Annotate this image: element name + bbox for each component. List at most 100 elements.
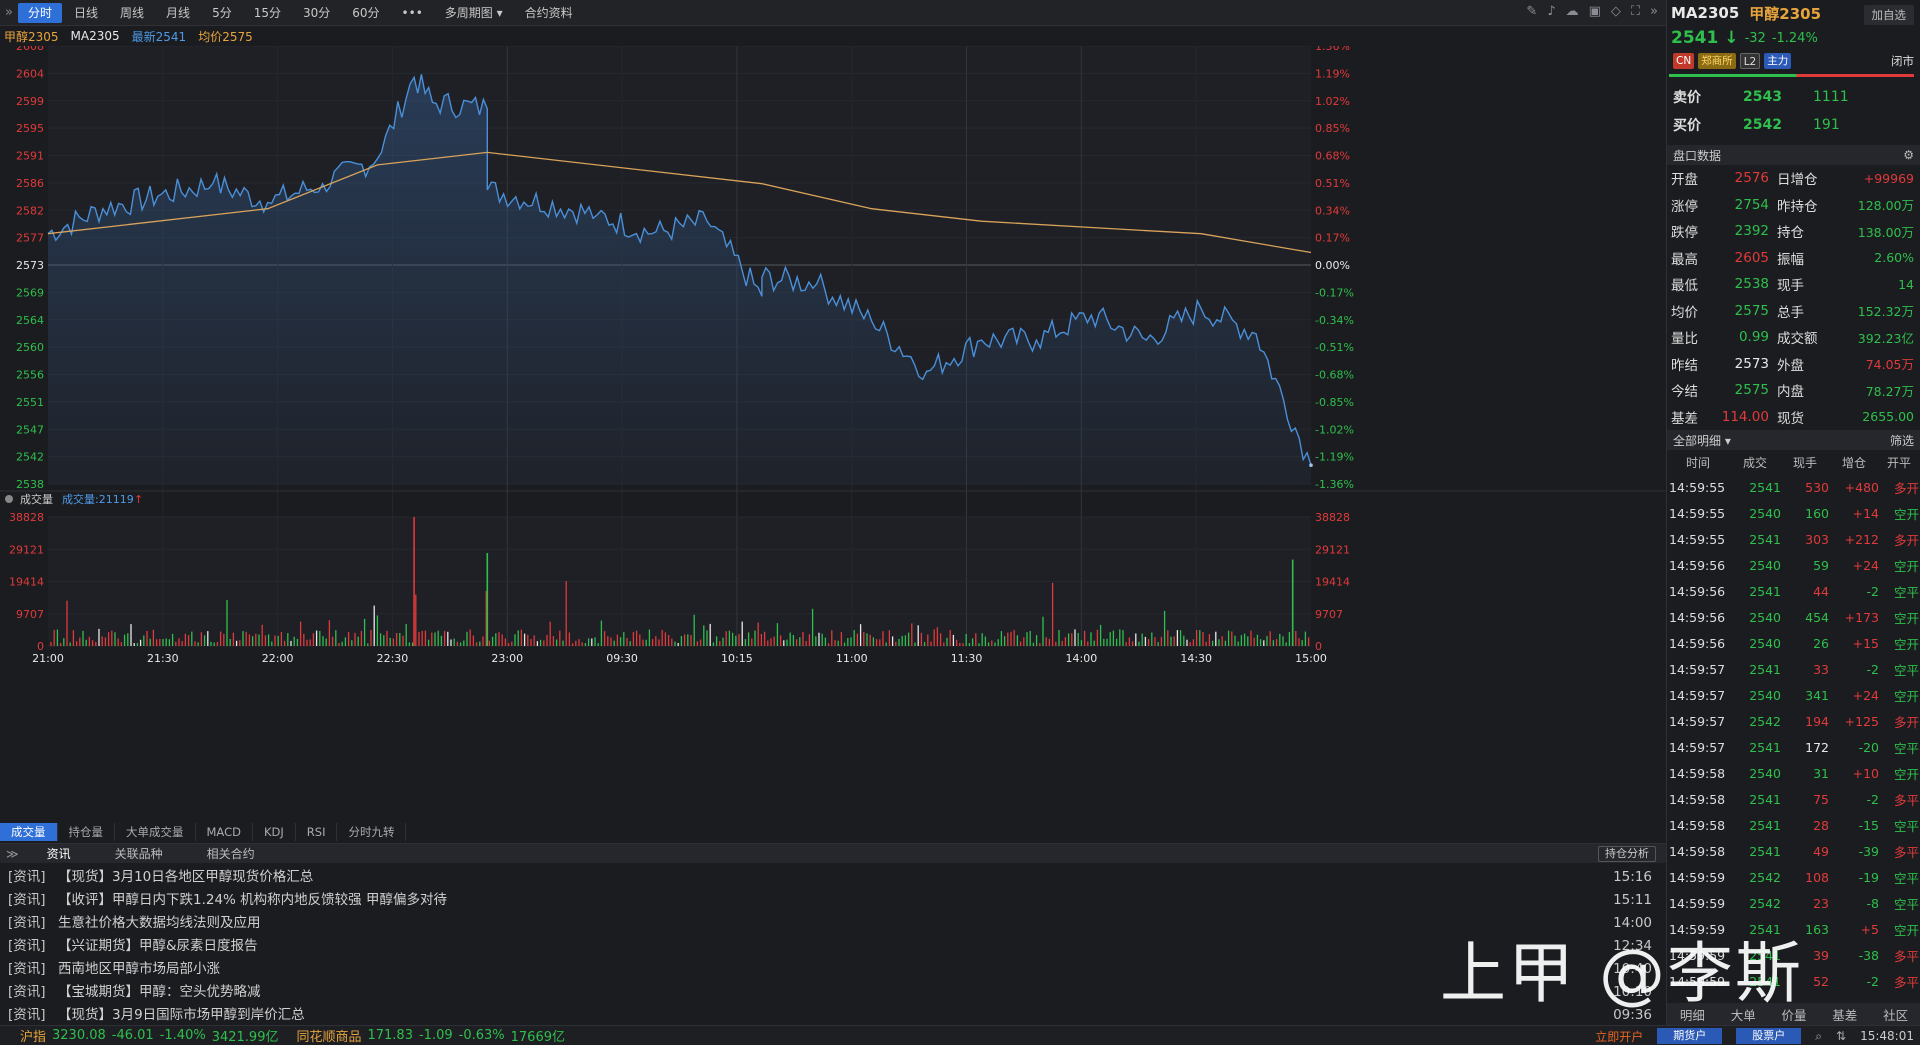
- trade-direction: 多开: [1893, 532, 1919, 548]
- volume-tick-label-right: 19414: [1315, 576, 1350, 589]
- footer-tab-3[interactable]: 基差: [1832, 1007, 1858, 1023]
- ask-price[interactable]: 2543: [1743, 89, 1782, 105]
- trade-direction: 多平: [1893, 974, 1919, 990]
- collapse-news-icon[interactable]: ≫: [6, 846, 19, 861]
- trade-oi: -2: [1866, 973, 1879, 989]
- filter-button[interactable]: 筛选: [1889, 433, 1914, 448]
- news-item[interactable]: [资讯] 西南地区甲醇市场局部小涨 10:40: [0, 958, 1656, 981]
- indicator-tab-3[interactable]: MACD: [196, 823, 253, 841]
- period-button-2[interactable]: 周线: [120, 5, 145, 20]
- period-button-4[interactable]: 5分: [212, 5, 232, 20]
- news-item[interactable]: [资讯] 【现货】3月10日各地区甲醇现货价格汇总 15:16: [0, 866, 1656, 889]
- period-button-0[interactable]: 分时: [18, 2, 63, 23]
- status-right: 立即开户 期货户 股票户 ⌕ ⇅ 15:48:01: [1595, 1026, 1914, 1045]
- collapse-right-icon[interactable]: »: [1650, 4, 1658, 19]
- stock-account-button[interactable]: 股票户: [1736, 1028, 1802, 1044]
- pct-tick-label: -0.51%: [1315, 341, 1354, 354]
- search-icon[interactable]: ⌕: [1815, 1028, 1823, 1043]
- time-tick-label: 22:00: [262, 652, 294, 665]
- news-item[interactable]: [资讯] 【宝城期货】甲醇：空头优势略减 10:10: [0, 981, 1656, 1004]
- news-tab-0[interactable]: 资讯: [46, 847, 71, 861]
- period-button-9[interactable]: 多周期图 ▾: [444, 5, 503, 20]
- news-time: 12:34: [1613, 938, 1652, 954]
- period-button-6[interactable]: 30分: [302, 5, 331, 20]
- pct-tick-label: -0.68%: [1315, 369, 1354, 382]
- indicator-tab-4[interactable]: KDJ: [253, 823, 296, 841]
- indicator-tab-0[interactable]: 成交量: [0, 823, 58, 841]
- indicator-tabs: 成交量 持仓量 大单成交量 MACD KDJ RSI 分时九转: [0, 822, 1666, 842]
- index1-name[interactable]: 沪指: [20, 1030, 47, 1045]
- quote-value: 128.00万: [1857, 198, 1914, 214]
- news-title[interactable]: 生意社价格大数据均线法则及应用: [58, 915, 261, 931]
- quote-row: 基差 114.00 现货 2655.00: [1667, 404, 1920, 431]
- trade-direction: 空开: [1893, 766, 1919, 782]
- trade-direction: 空开: [1893, 922, 1919, 938]
- trade-time: 14:59:59: [1669, 947, 1726, 963]
- period-button-8[interactable]: •••: [401, 5, 423, 20]
- indicator-tab-2[interactable]: 大单成交量: [115, 823, 196, 841]
- indicator-tab-6[interactable]: 分时九转: [337, 823, 407, 841]
- news-tab-2[interactable]: 相关合约: [206, 847, 255, 861]
- news-tab-1[interactable]: 关联品种: [114, 847, 163, 861]
- volume-tick-label-right: 29121: [1315, 543, 1350, 556]
- news-item[interactable]: [资讯] 【兴证期货】甲醇&尿素日度报告 12:34: [0, 935, 1656, 958]
- period-button-1[interactable]: 日线: [74, 5, 99, 20]
- footer-tab-4[interactable]: 社区: [1883, 1007, 1909, 1023]
- trade-time: 14:59:56: [1669, 635, 1726, 651]
- quote-value: 2.60%: [1874, 250, 1914, 266]
- footer-tab-1[interactable]: 大单: [1730, 1007, 1756, 1023]
- quote-value: 2754: [1734, 196, 1769, 213]
- period-button-5[interactable]: 15分: [253, 5, 281, 20]
- indicator-tab-5[interactable]: RSI: [296, 823, 338, 841]
- trade-price: 2541: [1749, 531, 1781, 547]
- trade-direction: 空开: [1893, 610, 1919, 626]
- price-tick-label: 2582: [16, 204, 44, 217]
- draw-icon[interactable]: ✎: [1526, 4, 1538, 19]
- trade-direction: 空开: [1893, 636, 1919, 652]
- open-account-link[interactable]: 立即开户: [1595, 1029, 1644, 1044]
- price-tick-label: 2547: [16, 423, 44, 436]
- volume-tick-label: 0: [37, 640, 44, 653]
- trade-volume: 26: [1813, 635, 1829, 651]
- eraser-icon[interactable]: ◇: [1610, 4, 1621, 19]
- news-title[interactable]: 【收评】甲醇日内下跌1.24% 机构称内地反馈较强 甲醇偏多对待: [58, 892, 447, 908]
- period-button-10[interactable]: 合约资料: [524, 5, 573, 20]
- news-title[interactable]: 【宝城期货】甲醇：空头优势略减: [58, 984, 261, 1000]
- collapse-icon[interactable]: »: [5, 5, 13, 20]
- gear-icon[interactable]: ⚙: [1903, 148, 1914, 162]
- index1-change: -46.01: [111, 1028, 154, 1043]
- news-item[interactable]: [资讯] 【现货】3月9日国际市场甲醇到岸价汇总 09:36: [0, 1004, 1656, 1026]
- period-button-7[interactable]: 60分: [352, 5, 380, 20]
- indicator-tab-1[interactable]: 持仓量: [58, 823, 115, 841]
- period-button-3[interactable]: 月线: [166, 5, 191, 20]
- index2-name[interactable]: 同花顺商品: [296, 1030, 362, 1045]
- news-tabs: 资讯 关联品种 相关合约: [25, 845, 277, 862]
- volume-toggle-icon: [5, 495, 13, 503]
- fullscreen-icon[interactable]: ⛶: [1630, 4, 1641, 19]
- intraday-chart[interactable]: 2608 1.36% 2604 1.19% 2599 1.02% 2595 0.85% 2591…: [0, 46, 1666, 836]
- bell-icon[interactable]: ♪: [1547, 4, 1556, 19]
- hold-analysis-button[interactable]: 持仓分析: [1598, 846, 1656, 862]
- trade-direction: 空开: [1893, 558, 1919, 574]
- footer-tab-2[interactable]: 价量: [1781, 1007, 1807, 1023]
- footer-tab-0[interactable]: 明细: [1679, 1007, 1705, 1023]
- trade-direction: 多平: [1893, 792, 1919, 808]
- add-watchlist-button[interactable]: 加自选: [1863, 5, 1914, 25]
- time-tick-label: 21:00: [32, 652, 64, 665]
- futures-account-button[interactable]: 期货户: [1657, 1028, 1723, 1044]
- cloud-icon[interactable]: ☁: [1565, 4, 1579, 19]
- news-title[interactable]: 【兴证期货】甲醇&尿素日度报告: [58, 938, 258, 954]
- news-time: 15:11: [1613, 892, 1652, 908]
- news-title[interactable]: 【现货】3月9日国际市场甲醇到岸价汇总: [58, 1007, 305, 1023]
- news-item[interactable]: [资讯] 【收评】甲醇日内下跌1.24% 机构称内地反馈较强 甲醇偏多对待 15:1…: [0, 889, 1656, 912]
- news-item[interactable]: [资讯] 生意社价格大数据均线法则及应用 14:00: [0, 912, 1656, 935]
- trade-rows: 14:59:55 2541 530 +480 多开 14:59:55 2540 160 +14 空…: [1667, 474, 1920, 994]
- trade-filter-dropdown[interactable]: 全部明细 ▾: [1673, 433, 1731, 448]
- news-title[interactable]: 西南地区甲醇市场局部小涨: [58, 961, 220, 977]
- period-toolbar: » 分时 日线 周线 月线 5分 15分 30分 60分 ••• 多周期图 ▾ 合约资料 ✎ ♪ ☁…: [0, 0, 1666, 26]
- news-tag: [资讯]: [8, 1007, 46, 1023]
- news-title[interactable]: 【现货】3月10日各地区甲醇现货价格汇总: [58, 869, 314, 885]
- time-tick-label: 23:00: [491, 652, 523, 665]
- bid-price[interactable]: 2542: [1743, 117, 1782, 133]
- camera-icon[interactable]: ▣: [1588, 4, 1601, 19]
